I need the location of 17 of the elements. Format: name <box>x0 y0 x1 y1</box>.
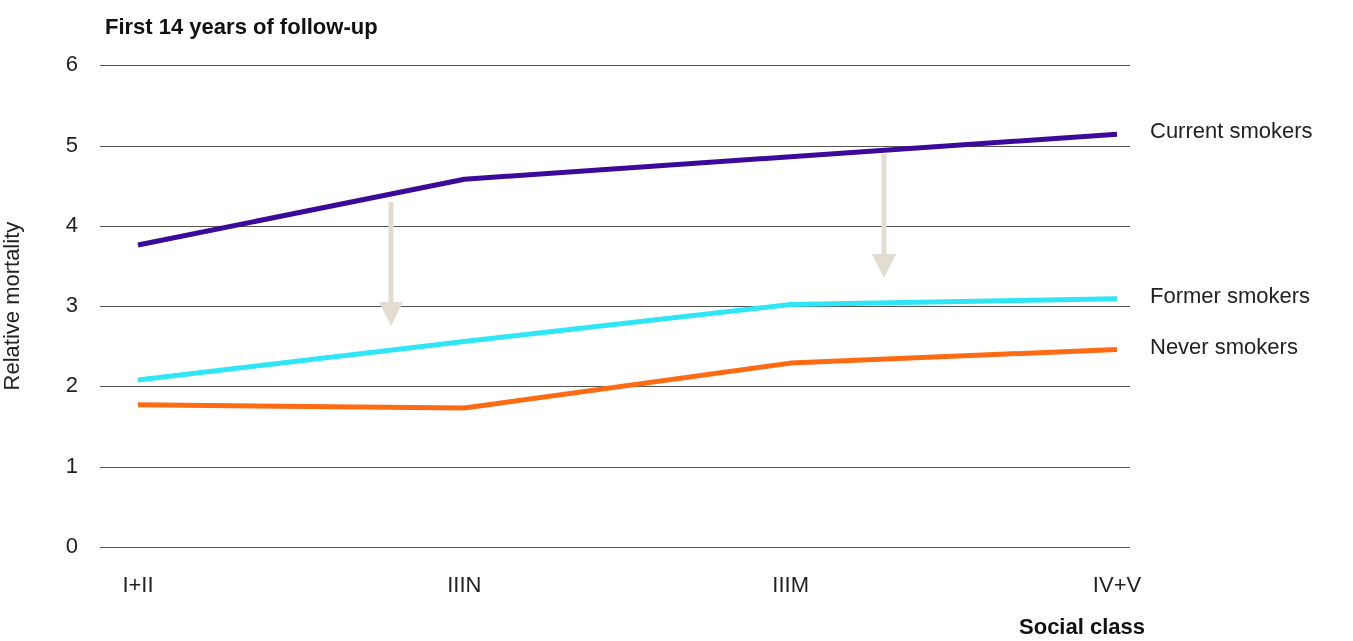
x-axis-title: Social class <box>1019 614 1145 640</box>
y-tick-label: 2 <box>65 372 78 398</box>
x-tick-label: I+II <box>122 572 154 598</box>
series-label: Never smokers <box>1150 333 1298 359</box>
y-tick-label: 3 <box>65 292 78 318</box>
series-label: Former smokers <box>1150 282 1311 308</box>
y-axis-title: Relative mortality <box>0 221 25 391</box>
x-tick-label: IIIM <box>772 572 809 598</box>
y-tick-label: 5 <box>65 131 78 157</box>
y-tick-label: 4 <box>65 211 78 237</box>
y-tick-label: 1 <box>65 452 78 478</box>
chart-title: First 14 years of follow-up <box>105 14 378 40</box>
series-label: Current smokers <box>1150 118 1313 144</box>
x-tick-label: IV+V <box>1092 572 1142 598</box>
y-tick-label: 0 <box>65 533 78 559</box>
y-tick-label: 6 <box>65 51 78 77</box>
x-tick-label: IIIN <box>447 572 482 598</box>
